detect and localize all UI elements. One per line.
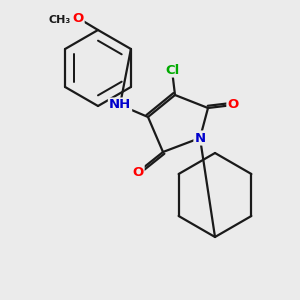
Text: NH: NH	[109, 98, 131, 112]
Text: CH₃: CH₃	[49, 15, 71, 25]
Text: N: N	[194, 131, 206, 145]
Text: Cl: Cl	[165, 64, 179, 76]
Text: O: O	[227, 98, 239, 112]
Text: O: O	[132, 166, 144, 178]
Text: O: O	[72, 11, 84, 25]
